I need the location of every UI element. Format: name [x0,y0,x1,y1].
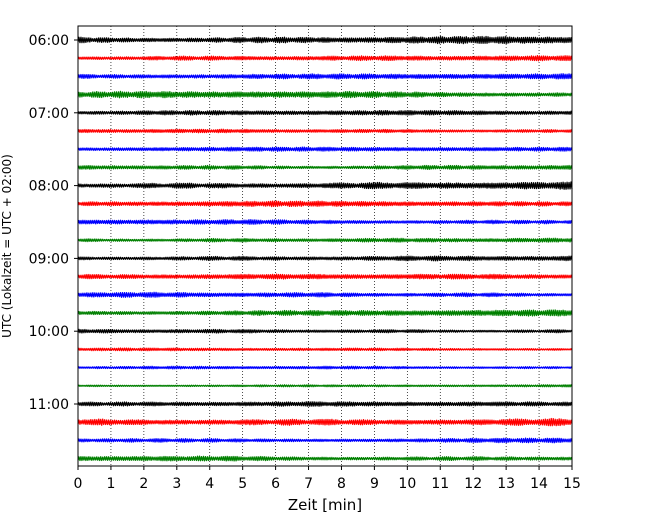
trace-0830 [77,219,573,225]
y-tick-label-1000: 10:00 [29,324,69,340]
x-tick-label-7: 7 [304,476,313,492]
trace-0630 [77,73,573,80]
trace-1015 [77,347,573,352]
trace-0715 [77,128,573,134]
y-tick-label-0800: 08:00 [29,179,69,195]
x-tick-label-8: 8 [337,476,346,492]
x-axis-label: Zeit [min] [288,496,362,514]
trace-1030 [77,365,573,370]
x-tick-label-5: 5 [238,476,247,492]
trace-0930 [77,291,573,298]
trace-1130 [77,437,573,444]
trace-0800 [77,181,573,190]
trace-0700 [77,109,573,116]
y-tick-label-1100: 11:00 [29,397,69,413]
trace-0845 [77,237,573,243]
x-tick-label-14: 14 [530,476,548,492]
trace-1115 [77,417,573,427]
grid-lines [110,26,540,466]
x-tick-label-9: 9 [370,476,379,492]
trace-0900 [77,255,573,262]
trace-0645 [77,90,573,99]
trace-0730 [77,146,573,152]
trace-0600 [77,35,573,45]
x-tick-label-6: 6 [271,476,280,492]
trace-1045 [77,384,573,388]
x-tick-label-1: 1 [106,476,115,492]
x-tick-label-3: 3 [172,476,181,492]
trace-1000 [77,328,573,334]
y-tick-label-0900: 09:00 [29,251,69,267]
y-tick-label-0600: 06:00 [29,33,69,49]
trace-0915 [77,273,573,280]
trace-0815 [77,200,573,208]
x-tick-label-0: 0 [74,476,83,492]
x-tick-label-15: 15 [563,476,581,492]
x-tick-label-12: 12 [464,476,482,492]
x-tick-label-13: 13 [497,476,515,492]
axes-frame [77,25,573,467]
x-tick-label-4: 4 [205,476,214,492]
trace-0745 [77,164,573,170]
x-axis-ticks: 0 1 2 3 4 5 6 7 8 9 10 11 12 13 14 15 [74,466,581,492]
trace-1100 [77,401,573,407]
x-tick-label-2: 2 [139,476,148,492]
y-axis-label: UTC (Lokalzeit = UTC + 02:00) [0,154,14,338]
x-tick-label-11: 11 [431,476,449,492]
y-axis-ticks: 06:00 07:00 08:00 09:00 10:00 11:00 [29,33,78,413]
trace-1145 [77,455,573,462]
x-tick-label-10: 10 [398,476,416,492]
seismic-traces [77,35,573,462]
y-tick-label-0700: 07:00 [29,106,69,122]
trace-0945 [77,309,573,317]
trace-0615 [77,55,573,62]
